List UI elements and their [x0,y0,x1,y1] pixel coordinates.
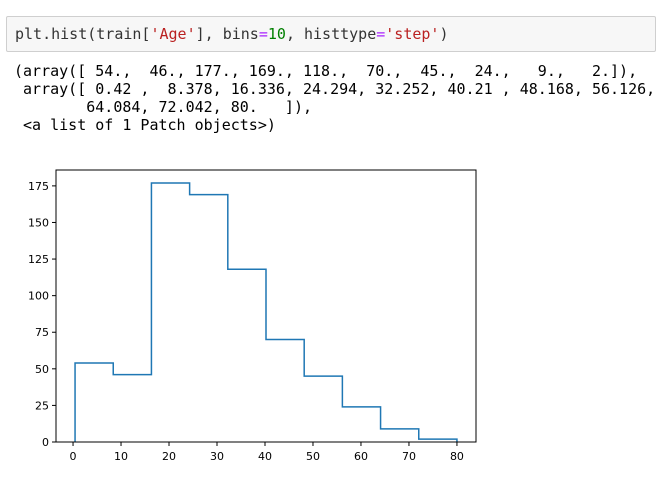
y-tick-label: 100 [28,290,49,303]
x-tick-label: 70 [402,450,416,463]
x-tick-label: 10 [114,450,128,463]
x-tick-label: 20 [162,450,176,463]
output-line: <a list of 1 Patch objects>) [14,116,276,134]
code-token: ) [439,25,449,43]
code-token: 'step' [385,25,440,43]
y-tick-label: 75 [35,326,49,339]
code-token: = [376,25,386,43]
y-tick-label: 0 [42,436,49,449]
axes-frame [55,169,477,443]
histogram-step-line [74,182,458,442]
y-tick-label: 175 [28,180,49,193]
code-token: train[ [96,25,151,43]
y-tick-label: 150 [28,216,49,229]
output-line: (array([ 54., 46., 177., 169., 118., 70.… [14,62,638,80]
code-cell-input[interactable]: plt.hist(train['Age'], bins=10, histtype… [6,16,656,52]
code-token: = [258,25,268,43]
code-token: ( [87,25,97,43]
y-tick-label: 50 [35,363,49,376]
code-token: , histtype [285,25,377,43]
cell-output: (array([ 54., 46., 177., 169., 118., 70.… [14,62,655,134]
code-token: ], bins [195,25,259,43]
x-tick-label: 30 [210,450,224,463]
code-token: 'Age' [150,25,196,43]
output-line: 64.084, 72.042, 80. ]), [14,98,313,116]
y-tick-label: 125 [28,253,49,266]
code-token: plt.hist [15,25,88,43]
output-line: array([ 0.42 , 8.378, 16.336, 24.294, 32… [14,80,656,98]
x-tick-label: 40 [258,450,272,463]
code-text[interactable]: plt.hist(train['Age'], bins=10, histtype… [15,25,449,43]
code-token: 10 [267,25,286,43]
x-tick-label: 50 [306,450,320,463]
x-tick-label: 0 [70,450,77,463]
x-tick-label: 60 [354,450,368,463]
y-tick-label: 25 [35,399,49,412]
x-tick-label: 80 [450,450,464,463]
